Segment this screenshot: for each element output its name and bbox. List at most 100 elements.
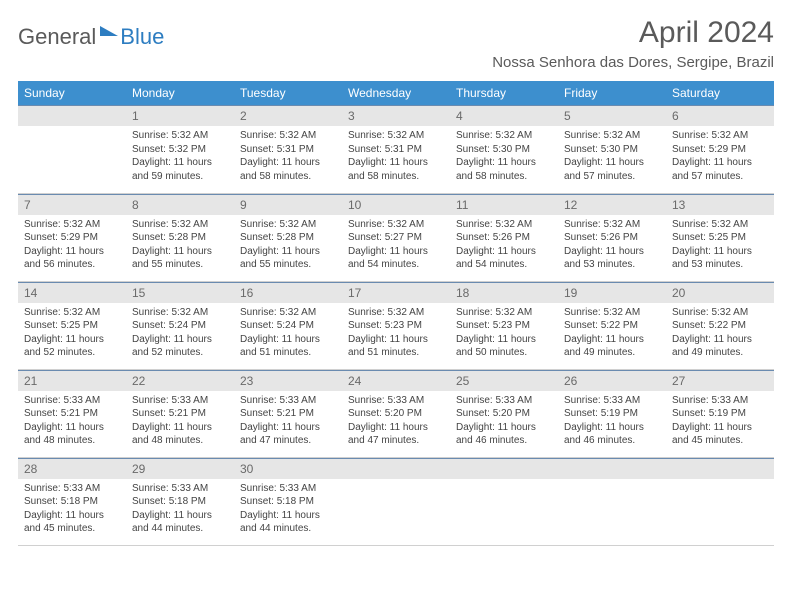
weekday-header: Sunday	[18, 81, 126, 105]
calendar-cell: 5Sunrise: 5:32 AMSunset: 5:30 PMDaylight…	[558, 105, 666, 193]
day-number-empty	[342, 458, 450, 479]
day-content: Sunrise: 5:33 AMSunset: 5:18 PMDaylight:…	[126, 479, 234, 542]
calendar-cell: 2Sunrise: 5:32 AMSunset: 5:31 PMDaylight…	[234, 105, 342, 193]
calendar-cell: 23Sunrise: 5:33 AMSunset: 5:21 PMDayligh…	[234, 369, 342, 457]
day-number: 24	[342, 370, 450, 391]
day-number: 14	[18, 282, 126, 303]
weekday-header: Thursday	[450, 81, 558, 105]
day-content: Sunrise: 5:32 AMSunset: 5:25 PMDaylight:…	[666, 215, 774, 278]
calendar-cell: 14Sunrise: 5:32 AMSunset: 5:25 PMDayligh…	[18, 281, 126, 369]
title-block: April 2024 Nossa Senhora das Dores, Serg…	[492, 16, 774, 71]
calendar-cell: 16Sunrise: 5:32 AMSunset: 5:24 PMDayligh…	[234, 281, 342, 369]
logo-text-blue: Blue	[120, 24, 164, 50]
calendar-cell	[558, 457, 666, 545]
day-number: 2	[234, 105, 342, 126]
day-number: 18	[450, 282, 558, 303]
calendar-week-row: 1Sunrise: 5:32 AMSunset: 5:32 PMDaylight…	[18, 105, 774, 193]
calendar-cell: 8Sunrise: 5:32 AMSunset: 5:28 PMDaylight…	[126, 193, 234, 281]
calendar-week-row: 7Sunrise: 5:32 AMSunset: 5:29 PMDaylight…	[18, 193, 774, 281]
day-content: Sunrise: 5:32 AMSunset: 5:22 PMDaylight:…	[558, 303, 666, 366]
calendar-cell: 3Sunrise: 5:32 AMSunset: 5:31 PMDaylight…	[342, 105, 450, 193]
day-content: Sunrise: 5:32 AMSunset: 5:23 PMDaylight:…	[342, 303, 450, 366]
day-number-empty	[18, 105, 126, 126]
weekday-header: Friday	[558, 81, 666, 105]
calendar-cell: 18Sunrise: 5:32 AMSunset: 5:23 PMDayligh…	[450, 281, 558, 369]
day-number: 4	[450, 105, 558, 126]
calendar-cell: 22Sunrise: 5:33 AMSunset: 5:21 PMDayligh…	[126, 369, 234, 457]
calendar-cell: 20Sunrise: 5:32 AMSunset: 5:22 PMDayligh…	[666, 281, 774, 369]
day-number: 15	[126, 282, 234, 303]
calendar-cell: 24Sunrise: 5:33 AMSunset: 5:20 PMDayligh…	[342, 369, 450, 457]
day-content: Sunrise: 5:32 AMSunset: 5:25 PMDaylight:…	[18, 303, 126, 366]
day-number: 7	[18, 194, 126, 215]
day-number-empty	[666, 458, 774, 479]
day-number: 30	[234, 458, 342, 479]
day-content: Sunrise: 5:33 AMSunset: 5:20 PMDaylight:…	[450, 391, 558, 454]
calendar-cell: 21Sunrise: 5:33 AMSunset: 5:21 PMDayligh…	[18, 369, 126, 457]
day-content: Sunrise: 5:32 AMSunset: 5:29 PMDaylight:…	[666, 126, 774, 189]
day-number-empty	[558, 458, 666, 479]
calendar-cell: 15Sunrise: 5:32 AMSunset: 5:24 PMDayligh…	[126, 281, 234, 369]
day-content: Sunrise: 5:33 AMSunset: 5:19 PMDaylight:…	[666, 391, 774, 454]
day-number: 16	[234, 282, 342, 303]
day-content: Sunrise: 5:33 AMSunset: 5:18 PMDaylight:…	[234, 479, 342, 542]
day-content: Sunrise: 5:32 AMSunset: 5:24 PMDaylight:…	[234, 303, 342, 366]
day-number: 26	[558, 370, 666, 391]
day-number: 1	[126, 105, 234, 126]
calendar-week-row: 14Sunrise: 5:32 AMSunset: 5:25 PMDayligh…	[18, 281, 774, 369]
day-number: 11	[450, 194, 558, 215]
calendar-cell	[342, 457, 450, 545]
day-content: Sunrise: 5:32 AMSunset: 5:27 PMDaylight:…	[342, 215, 450, 278]
day-content: Sunrise: 5:33 AMSunset: 5:21 PMDaylight:…	[126, 391, 234, 454]
calendar-week-row: 28Sunrise: 5:33 AMSunset: 5:18 PMDayligh…	[18, 457, 774, 545]
logo-text-general: General	[18, 24, 96, 50]
day-number: 20	[666, 282, 774, 303]
day-content: Sunrise: 5:33 AMSunset: 5:21 PMDaylight:…	[18, 391, 126, 454]
day-content: Sunrise: 5:32 AMSunset: 5:28 PMDaylight:…	[234, 215, 342, 278]
day-content: Sunrise: 5:32 AMSunset: 5:31 PMDaylight:…	[234, 126, 342, 189]
day-content: Sunrise: 5:32 AMSunset: 5:28 PMDaylight:…	[126, 215, 234, 278]
day-content: Sunrise: 5:33 AMSunset: 5:20 PMDaylight:…	[342, 391, 450, 454]
day-content: Sunrise: 5:32 AMSunset: 5:29 PMDaylight:…	[18, 215, 126, 278]
weekday-header-row: SundayMondayTuesdayWednesdayThursdayFrid…	[18, 81, 774, 105]
logo: General Blue	[18, 16, 164, 50]
day-number: 6	[666, 105, 774, 126]
day-number: 10	[342, 194, 450, 215]
day-number: 23	[234, 370, 342, 391]
day-content: Sunrise: 5:32 AMSunset: 5:30 PMDaylight:…	[558, 126, 666, 189]
day-number: 12	[558, 194, 666, 215]
calendar-cell: 4Sunrise: 5:32 AMSunset: 5:30 PMDaylight…	[450, 105, 558, 193]
day-number: 5	[558, 105, 666, 126]
calendar-cell: 9Sunrise: 5:32 AMSunset: 5:28 PMDaylight…	[234, 193, 342, 281]
day-number: 9	[234, 194, 342, 215]
calendar-cell: 12Sunrise: 5:32 AMSunset: 5:26 PMDayligh…	[558, 193, 666, 281]
month-title: April 2024	[492, 16, 774, 50]
day-content: Sunrise: 5:33 AMSunset: 5:18 PMDaylight:…	[18, 479, 126, 542]
day-content: Sunrise: 5:32 AMSunset: 5:26 PMDaylight:…	[558, 215, 666, 278]
day-number: 21	[18, 370, 126, 391]
calendar-cell: 26Sunrise: 5:33 AMSunset: 5:19 PMDayligh…	[558, 369, 666, 457]
calendar-cell: 1Sunrise: 5:32 AMSunset: 5:32 PMDaylight…	[126, 105, 234, 193]
day-number-empty	[450, 458, 558, 479]
day-number: 22	[126, 370, 234, 391]
day-number: 17	[342, 282, 450, 303]
calendar-cell: 25Sunrise: 5:33 AMSunset: 5:20 PMDayligh…	[450, 369, 558, 457]
day-content: Sunrise: 5:32 AMSunset: 5:24 PMDaylight:…	[126, 303, 234, 366]
day-number: 25	[450, 370, 558, 391]
day-number: 3	[342, 105, 450, 126]
day-number: 29	[126, 458, 234, 479]
calendar-cell: 13Sunrise: 5:32 AMSunset: 5:25 PMDayligh…	[666, 193, 774, 281]
day-number: 19	[558, 282, 666, 303]
calendar-table: SundayMondayTuesdayWednesdayThursdayFrid…	[18, 81, 774, 546]
day-number: 28	[18, 458, 126, 479]
calendar-cell: 28Sunrise: 5:33 AMSunset: 5:18 PMDayligh…	[18, 457, 126, 545]
calendar-cell: 11Sunrise: 5:32 AMSunset: 5:26 PMDayligh…	[450, 193, 558, 281]
day-content: Sunrise: 5:32 AMSunset: 5:22 PMDaylight:…	[666, 303, 774, 366]
day-content: Sunrise: 5:32 AMSunset: 5:30 PMDaylight:…	[450, 126, 558, 189]
calendar-cell: 6Sunrise: 5:32 AMSunset: 5:29 PMDaylight…	[666, 105, 774, 193]
weekday-header: Monday	[126, 81, 234, 105]
triangle-icon	[100, 26, 118, 36]
calendar-cell: 29Sunrise: 5:33 AMSunset: 5:18 PMDayligh…	[126, 457, 234, 545]
location: Nossa Senhora das Dores, Sergipe, Brazil	[492, 54, 774, 71]
calendar-cell: 17Sunrise: 5:32 AMSunset: 5:23 PMDayligh…	[342, 281, 450, 369]
